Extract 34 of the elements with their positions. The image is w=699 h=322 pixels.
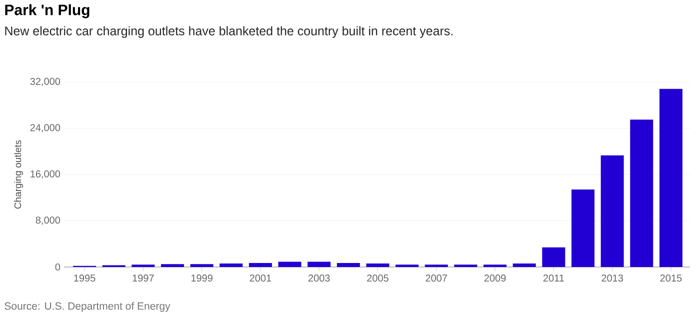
y-tick-label: 0 (55, 263, 60, 271)
y-axis-title: Charging outlets (14, 140, 24, 209)
bar (336, 262, 360, 267)
y-tick-label: 8,000 (36, 216, 60, 225)
bar (571, 190, 594, 267)
x-tick-label: 1997 (132, 274, 154, 282)
x-tick-label: 2015 (660, 274, 682, 282)
bar (190, 264, 214, 267)
y-tick-label: 32,000 (30, 78, 60, 86)
x-tick-label: 2007 (426, 274, 447, 282)
bar (542, 247, 566, 267)
x-tick-label: 1999 (191, 274, 212, 282)
bar (630, 120, 654, 267)
x-tick-label: 2005 (367, 274, 388, 282)
chart-title: Park 'n Plug (5, 4, 90, 18)
x-tick-label: 2013 (602, 274, 623, 282)
y-tick-label: 24,000 (30, 124, 60, 132)
y-tick-label: 16,000 (30, 170, 60, 179)
bar (366, 264, 390, 267)
source-note: Source: U.S. Department of Energy (4, 302, 170, 312)
bar (278, 262, 302, 267)
bar (600, 155, 624, 267)
bar (308, 262, 331, 267)
x-tick-label: 2009 (484, 274, 506, 282)
bar (220, 264, 243, 267)
x-tick-label: 2011 (543, 274, 564, 282)
bar (160, 264, 184, 267)
bar (248, 262, 272, 267)
x-tick-label: 1995 (74, 274, 96, 282)
bar (512, 264, 536, 267)
chart-subtitle: New electric car charging outlets have blanketed the country built in recent years. (5, 26, 453, 38)
bar (659, 88, 682, 267)
x-tick-label: 2003 (308, 274, 330, 282)
x-tick-label: 2001 (250, 274, 272, 282)
